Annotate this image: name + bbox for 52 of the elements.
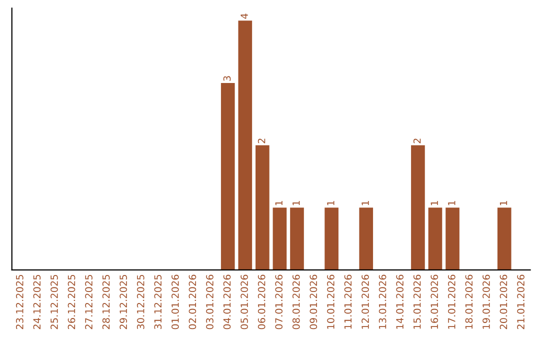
x-tick-label: 08.01.2026 [292, 274, 300, 330]
data-label: 1 [448, 200, 456, 206]
x-tick-label: 20.01.2026 [500, 274, 508, 330]
x-tick-label: 25.12.2025 [50, 274, 58, 330]
bar [359, 208, 374, 270]
data-label: 1 [292, 200, 300, 206]
data-label: 2 [258, 138, 266, 144]
x-tick-label: 13.01.2026 [378, 274, 386, 329]
data-label: 1 [362, 200, 369, 206]
x-tick-label: 09.01.2026 [310, 274, 318, 330]
x-tick-label: 18.01.2026 [465, 274, 473, 329]
x-tick-label: 01.01.2026 [172, 274, 179, 330]
data-label: 2 [413, 138, 421, 144]
x-tick-label: 03.01.2026 [206, 274, 214, 330]
bar [411, 145, 425, 270]
data-label: 4 [240, 14, 248, 19]
bar [256, 145, 270, 270]
x-tick-label: 02.01.2026 [188, 274, 196, 330]
x-tick-label: 19.01.2026 [482, 274, 490, 329]
x-tick-label: 07.01.2026 [275, 274, 283, 330]
data-label: 1 [500, 200, 508, 206]
data-label: 1 [327, 200, 334, 206]
x-tick-label: 05.01.2026 [240, 274, 248, 330]
x-tick-label: 04.01.2026 [223, 274, 231, 330]
bar [428, 208, 442, 270]
x-tick-label: 30.12.2025 [136, 274, 144, 330]
bar [446, 208, 460, 270]
x-tick-label: 12.01.2026 [362, 274, 369, 329]
bar [497, 208, 512, 270]
x-tick-label: 15.01.2026 [413, 274, 421, 329]
x-tick-label: 17.01.2026 [448, 274, 456, 329]
bar [238, 20, 252, 270]
x-tick-label: 06.01.2026 [258, 274, 266, 330]
x-tick-label: 31.12.2025 [154, 274, 162, 330]
x-tick-label: 11.01.2026 [344, 274, 352, 329]
x-tick-label: 16.01.2026 [430, 274, 438, 329]
x-tick-label: 14.01.2026 [396, 274, 404, 329]
x-tick-label: 26.12.2025 [68, 274, 76, 330]
bar [220, 82, 235, 270]
bar [324, 208, 338, 270]
x-tick-label: 21.01.2026 [517, 274, 524, 330]
x-tick-label: 29.12.2025 [120, 274, 128, 330]
x-tick-label: 10.01.2026 [327, 274, 334, 329]
x-tick-label: 28.12.2025 [102, 274, 110, 330]
bar [272, 208, 287, 270]
x-tick-label: 23.12.2025 [16, 274, 24, 330]
data-label: 1 [275, 200, 282, 206]
bar [290, 208, 304, 270]
data-label: 3 [223, 76, 231, 81]
x-tick-label: 27.12.2025 [85, 274, 92, 330]
data-label: 1 [430, 200, 438, 206]
x-tick-label: 24.12.2025 [33, 274, 41, 330]
